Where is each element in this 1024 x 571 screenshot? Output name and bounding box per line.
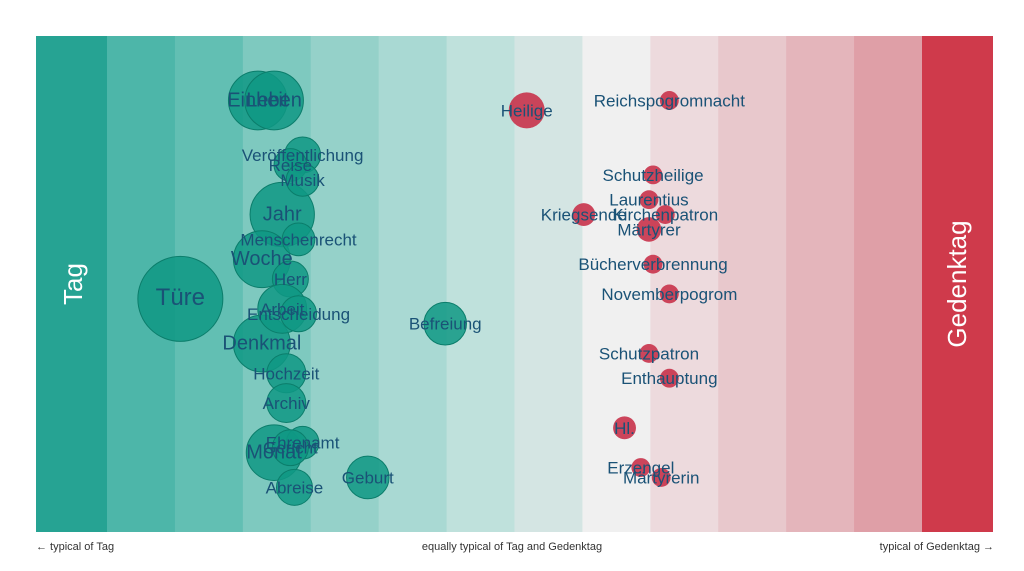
left-category-panel: Tag	[36, 36, 107, 532]
data-label: Schutzheilige	[602, 166, 703, 185]
data-point	[651, 468, 671, 487]
data-label: Reichspogromnacht	[594, 91, 745, 110]
data-label: Reise	[269, 156, 312, 175]
background-band	[786, 36, 855, 532]
data-label: Denkmal	[222, 333, 301, 355]
data-label: Kriegsende	[541, 206, 627, 225]
data-label: Enthauptung	[621, 369, 717, 388]
right-category-label: Gedenktag	[942, 220, 972, 347]
right-category-panel: Gedenktag	[922, 36, 993, 532]
axis-note-right: typical of Gedenktag →	[879, 541, 994, 553]
data-point	[631, 458, 651, 477]
right-category-band	[922, 36, 993, 532]
data-point	[244, 70, 304, 131]
data-point	[643, 165, 663, 185]
data-label: Menschenrecht	[240, 230, 357, 249]
axis-note-left: ← typical of Tag	[36, 541, 115, 553]
data-label: Abreise	[266, 478, 324, 497]
data-label: Herr	[274, 270, 307, 289]
data-point	[285, 162, 320, 197]
data-point	[281, 222, 316, 257]
data-point	[643, 254, 663, 274]
data-point	[346, 455, 390, 500]
data-point	[137, 255, 224, 342]
data-point	[280, 295, 318, 333]
background-band	[718, 36, 787, 532]
data-label: Hochzeit	[253, 364, 319, 383]
data-point	[275, 468, 313, 506]
data-point	[655, 205, 675, 224]
background-band	[310, 36, 380, 532]
data-label: Archiv	[263, 394, 311, 413]
data-label: Monat	[246, 442, 302, 464]
data-label: Musik	[280, 171, 325, 190]
data-label: Erzengel	[607, 459, 674, 478]
data-point	[659, 284, 679, 304]
data-label: Kirchenpatron	[612, 206, 718, 225]
data-point	[639, 344, 659, 363]
data-label: Hl.	[614, 419, 635, 438]
data-label: Türe	[156, 284, 205, 311]
data-label: Jahr	[263, 204, 302, 226]
data-point	[659, 368, 679, 388]
data-label: Entscheidung	[247, 305, 350, 324]
data-point	[659, 91, 679, 110]
data-label: Märtyrer	[617, 220, 681, 239]
background-bands	[107, 36, 923, 532]
background-band	[854, 36, 923, 532]
data-label: Einheit	[227, 89, 289, 111]
data-label: Ehrenamt	[266, 434, 340, 453]
data-point	[423, 301, 467, 346]
left-category-label: Tag	[58, 263, 88, 305]
data-point	[636, 217, 662, 242]
data-label: Befreiung	[409, 315, 482, 334]
data-label: Veröffentlichung	[242, 146, 364, 165]
data-point	[508, 92, 545, 129]
left-category-band	[36, 36, 107, 532]
data-label: Bücherverbrennung	[578, 255, 727, 274]
data-label: Heilige	[501, 101, 553, 120]
background-band	[378, 36, 448, 532]
data-label: Woche	[231, 248, 293, 270]
background-band	[582, 36, 651, 532]
data-label: Schutzpatron	[599, 344, 699, 363]
data-point	[572, 203, 596, 227]
data-label: Leben	[246, 89, 302, 111]
data-label: Laurentius	[609, 191, 688, 210]
data-points	[137, 70, 679, 506]
background-band	[650, 36, 719, 532]
data-label: Gericht	[263, 439, 318, 458]
data-label: Geburt	[342, 468, 394, 487]
data-label: Märtyrerin	[623, 468, 700, 487]
data-point	[613, 416, 636, 440]
data-point	[266, 383, 307, 424]
data-label: Novemberpogrom	[601, 285, 737, 304]
data-point	[639, 190, 659, 210]
axis-note-center: equally typical of Tag and Gedenktag	[421, 541, 603, 553]
background-band	[446, 36, 515, 532]
data-point	[271, 429, 309, 467]
data-label: Arbeit	[260, 300, 305, 319]
